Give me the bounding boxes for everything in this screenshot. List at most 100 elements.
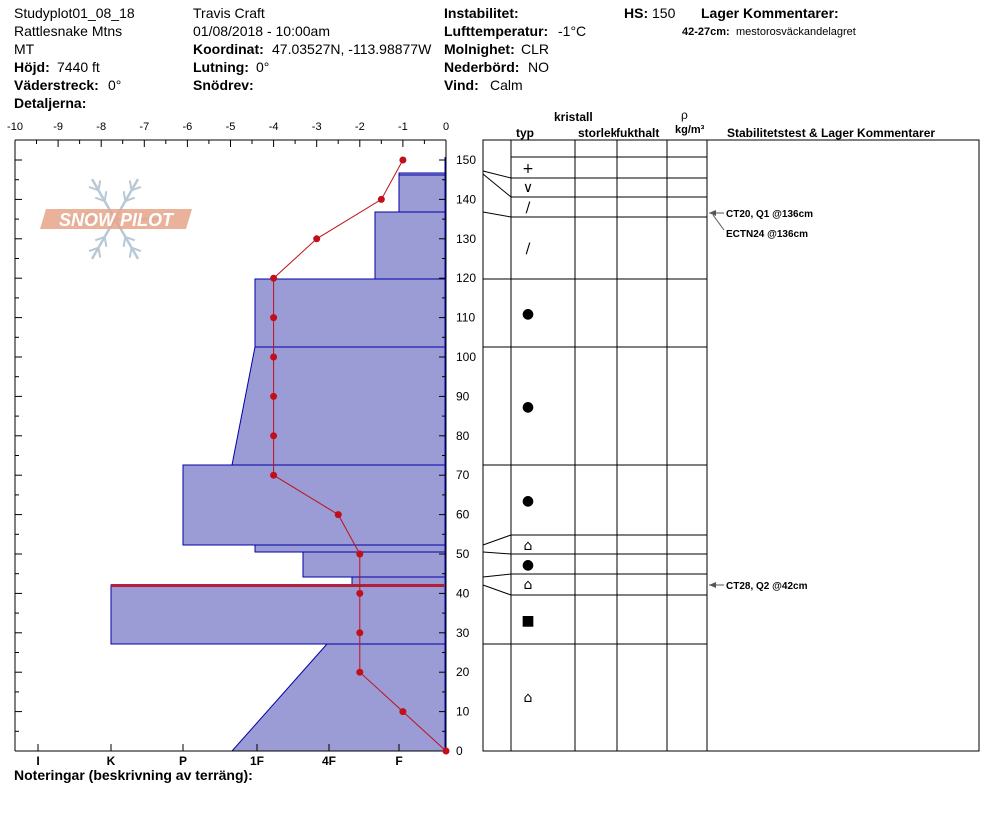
crystal-glyph: ■ bbox=[521, 613, 534, 629]
aspect-label: Väderstreck: bbox=[14, 77, 99, 93]
slope-label: Lutning: bbox=[193, 59, 249, 75]
temperature-tick-label: -10 bbox=[7, 121, 23, 133]
temperature-point bbox=[270, 274, 278, 282]
height-tick-label: 120 bbox=[456, 271, 476, 285]
instability-label: Instabilitet: bbox=[444, 5, 519, 21]
height-tick-label: 10 bbox=[456, 705, 470, 719]
temperature-point bbox=[270, 432, 278, 440]
table-border bbox=[482, 139, 980, 752]
temperature-tick-label: -2 bbox=[355, 121, 365, 133]
column-stability: Stabilitetstest & Lager Kommentarer bbox=[727, 126, 936, 140]
height-tick-label: 130 bbox=[456, 232, 476, 246]
wind-value: Calm bbox=[490, 77, 523, 93]
temperature-point bbox=[270, 392, 278, 400]
layer-connector bbox=[482, 534, 512, 546]
air-temp-label: Lufttemperatur: bbox=[444, 23, 549, 39]
temperature-point bbox=[270, 353, 278, 361]
temperature-point bbox=[356, 668, 364, 676]
hardness-tick-label: K bbox=[107, 754, 116, 768]
crystal-glyph: + bbox=[522, 161, 534, 177]
hs-label: HS: bbox=[624, 5, 649, 21]
height-tick-label: 50 bbox=[456, 547, 470, 561]
coordinate-value: 47.03527N, -113.98877W bbox=[272, 41, 432, 57]
layer-table bbox=[482, 139, 980, 752]
height-tick-label: 80 bbox=[456, 429, 470, 443]
drift-label: Snödrev: bbox=[193, 77, 254, 93]
slope-value: 0° bbox=[256, 59, 270, 75]
temperature-tick-label: -7 bbox=[139, 121, 149, 133]
air-temp-value: -1°C bbox=[558, 23, 587, 39]
height-tick-label: 40 bbox=[456, 586, 470, 600]
crystal-glyph: ⌂ bbox=[524, 577, 533, 593]
layer-connector bbox=[482, 573, 512, 578]
column-typ: typ bbox=[516, 126, 534, 140]
temperature-point bbox=[334, 511, 342, 519]
crystal-glyph: ● bbox=[522, 493, 534, 509]
stability-test-label: CT20, Q1 @136cm bbox=[726, 209, 813, 220]
hardness-profile bbox=[110, 157, 446, 752]
aspect-value: 0° bbox=[108, 77, 122, 93]
snowflake-branch bbox=[103, 236, 108, 247]
hardness-tick-label: P bbox=[179, 754, 187, 768]
test-arrow-line bbox=[712, 214, 725, 231]
details-label: Detaljerna: bbox=[14, 95, 87, 111]
crystal-glyph: / bbox=[526, 241, 531, 257]
test-arrow-head bbox=[709, 210, 716, 216]
height-tick-label: 100 bbox=[456, 350, 476, 364]
state-name: MT bbox=[14, 41, 35, 57]
temperature-tick-label: -8 bbox=[96, 121, 106, 133]
temperature-tick-label: -4 bbox=[269, 121, 279, 133]
hs-value: 150 bbox=[652, 5, 676, 21]
temperature-point bbox=[356, 629, 364, 637]
layer-connector bbox=[482, 173, 512, 198]
height-tick-label: 150 bbox=[456, 153, 476, 167]
snowflake-branch bbox=[97, 247, 102, 258]
temperature-point bbox=[356, 589, 364, 597]
temperature-point bbox=[270, 471, 278, 479]
height-tick-label: 0 bbox=[456, 744, 463, 758]
height-tick-label: 90 bbox=[456, 389, 470, 403]
height-tick-label: 140 bbox=[456, 192, 476, 206]
temperature-point bbox=[399, 156, 407, 164]
snowflake-branch bbox=[131, 246, 142, 253]
snowflake-branch bbox=[122, 236, 127, 247]
height-tick-label: 30 bbox=[456, 626, 470, 640]
snowflake-branch bbox=[97, 180, 102, 191]
temperature-tick-label: -3 bbox=[312, 121, 322, 133]
height-tick-label: 70 bbox=[456, 468, 470, 482]
hardness-tick-label: 1F bbox=[250, 754, 264, 768]
column-rho: ρ bbox=[681, 108, 688, 122]
temperature-tick-label: 0 bbox=[443, 121, 449, 133]
temperature-tick-label: -5 bbox=[226, 121, 236, 133]
layer-connector bbox=[482, 170, 512, 179]
coordinate-label: Koordinat: bbox=[193, 41, 264, 57]
range-name: Rattlesnake Mtns bbox=[14, 23, 123, 39]
stability-test-label: CT28, Q2 @42cm bbox=[726, 581, 808, 592]
elevation-label: Höjd: bbox=[14, 59, 50, 75]
snowflake-branch bbox=[122, 191, 127, 202]
weak-layer-marker bbox=[111, 584, 445, 588]
temperature-axis: -10 -9 -8 -7 -6 -5 -4 -3 -2 -1 0 bbox=[7, 121, 449, 147]
temperature-tick-label: -6 bbox=[183, 121, 193, 133]
observer: Travis Craft bbox=[193, 5, 265, 21]
snowflake-branch bbox=[131, 185, 142, 192]
temperature-point bbox=[313, 235, 321, 243]
layer-comment-range: 42-27cm: bbox=[682, 26, 730, 38]
wind-label: Vind: bbox=[444, 77, 479, 93]
stability-tests: CT20, Q1 @136cm ECTN24 @136cm CT28, Q2 @42… bbox=[709, 209, 813, 592]
snowflake-branch bbox=[94, 196, 105, 203]
layer-comments-label: Lager Kommentarer: bbox=[701, 5, 839, 21]
elevation-value: 7440 ft bbox=[57, 59, 100, 75]
layer-connector bbox=[482, 584, 512, 596]
snowflake-branch bbox=[88, 185, 99, 192]
hardness-area bbox=[110, 157, 446, 752]
datetime: 01/08/2018 - 10:00am bbox=[193, 23, 330, 39]
temperature-tick-label: -9 bbox=[53, 121, 63, 133]
hardness-axis: I K P 1F 4F F bbox=[36, 744, 403, 768]
crystal-glyph: ∨ bbox=[523, 180, 533, 196]
height-tick-label: 110 bbox=[456, 311, 475, 325]
precip-value: NO bbox=[528, 59, 549, 75]
temperature-tick-label: -1 bbox=[398, 121, 408, 133]
